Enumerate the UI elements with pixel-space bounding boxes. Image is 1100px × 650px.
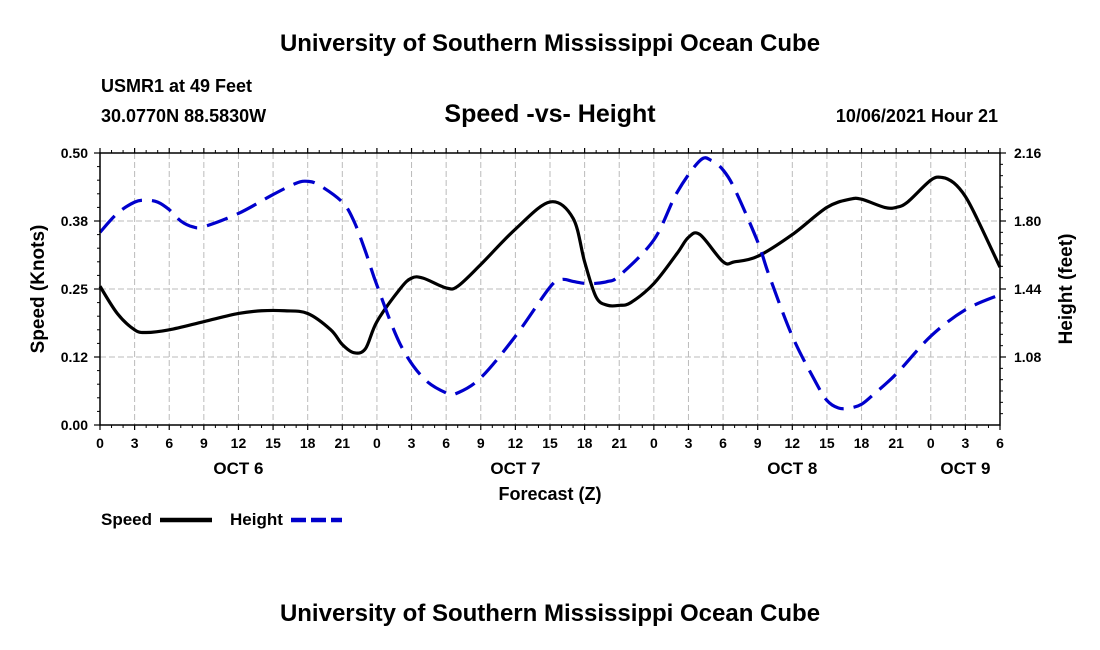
- x-tick-label: 0: [373, 435, 381, 451]
- x-tick-label: 9: [754, 435, 762, 451]
- day-label: OCT 6: [213, 459, 263, 478]
- x-axis-title: Forecast (Z): [498, 484, 601, 504]
- x-tick-label: 15: [265, 435, 281, 451]
- x-tick-label: 21: [335, 435, 351, 451]
- x-tick-label: 6: [719, 435, 727, 451]
- x-tick-label: 6: [996, 435, 1004, 451]
- x-tick-label: 18: [300, 435, 316, 451]
- series-line-speed: [98, 175, 1002, 355]
- x-tick-label: 12: [508, 435, 524, 451]
- axis-labels: Forecast (Z) Speed (Knots) Height (feet): [28, 225, 1077, 504]
- x-tick-label: 21: [611, 435, 627, 451]
- x-tick-label: 12: [785, 435, 801, 451]
- x-tick-label: 12: [231, 435, 247, 451]
- x-tick-label: 21: [888, 435, 904, 451]
- y2-tick-label: 2.16: [1014, 145, 1041, 161]
- day-label: OCT 9: [940, 459, 990, 478]
- axes: 0 3 6 9 12 15 18 21 0 3 6 9 12 15 18 21 0 3 6 9 12 15 18 21 0 3 6 0…: [61, 145, 1042, 478]
- station-label: USMR1 at 49 Feet: [101, 76, 253, 96]
- x-tick-label: 0: [96, 435, 104, 451]
- x-tick-label: 0: [650, 435, 658, 451]
- y2-tick-label: 1.80: [1014, 213, 1041, 229]
- legend-speed-label: Speed: [101, 510, 152, 529]
- page-title: University of Southern Mississippi Ocean…: [279, 30, 821, 57]
- x-tick-label: 18: [854, 435, 870, 451]
- y-axis-title: Speed (Knots): [28, 225, 49, 354]
- x-tick-label: 3: [961, 435, 969, 451]
- y2-tick-label: 1.08: [1014, 349, 1041, 365]
- y2-axis-title: Height (feet): [1056, 234, 1077, 345]
- legend: Speed Height: [101, 510, 342, 529]
- series-line-height: [98, 156, 1001, 411]
- x-tick-label: 0: [927, 435, 935, 451]
- x-tick-label: 9: [477, 435, 485, 451]
- y2-tick-label: 1.44: [1014, 281, 1041, 297]
- footer-title: University of Southern Mississippi Ocean…: [279, 600, 821, 627]
- station-coordinates: 30.0770N 88.5830W: [101, 106, 267, 126]
- y-tick-label: 0.50: [61, 145, 88, 161]
- x-tick-label: 15: [542, 435, 558, 451]
- legend-height-label: Height: [230, 510, 283, 529]
- x-tick-label: 6: [165, 435, 173, 451]
- x-tick-label: 9: [200, 435, 208, 451]
- y-tick-label: 0.25: [61, 281, 88, 297]
- x-tick-label: 3: [685, 435, 693, 451]
- forecast-datetime: 10/06/2021 Hour 21: [835, 106, 998, 126]
- x-tick-label: 15: [819, 435, 835, 451]
- chart-title: Speed -vs- Height: [444, 100, 656, 128]
- y-tick-label: 0.12: [61, 349, 88, 365]
- y-tick-label: 0.38: [61, 213, 88, 229]
- x-tick-label: 3: [131, 435, 139, 451]
- x-tick-label: 18: [577, 435, 593, 451]
- day-label: OCT 7: [490, 459, 540, 478]
- y-tick-label: 0.00: [61, 417, 88, 433]
- day-label: OCT 8: [767, 459, 817, 478]
- grid: [100, 153, 1000, 425]
- x-tick-label: 6: [442, 435, 450, 451]
- series-layer: [98, 156, 1002, 411]
- x-tick-label: 3: [408, 435, 416, 451]
